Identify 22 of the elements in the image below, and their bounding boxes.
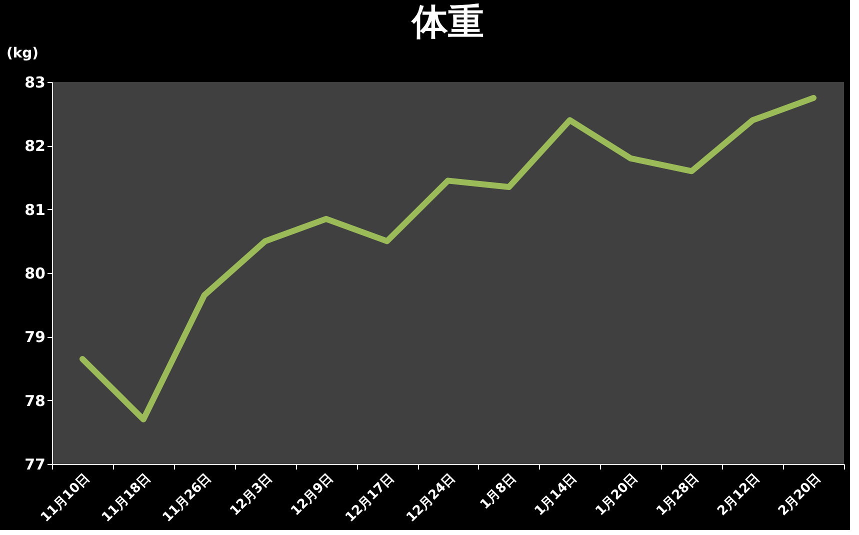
x-tick-label: 1月8日 [478, 470, 520, 513]
y-tick-label: 78 [24, 392, 46, 410]
x-tick-label: 12月24日 [404, 470, 458, 526]
y-tick-label: 81 [24, 200, 46, 219]
x-tick-label: 11月26日 [160, 470, 215, 526]
x-tick-label: 1月14日 [532, 470, 580, 519]
x-tick-label: 12月9日 [288, 470, 337, 519]
x-tick-label: 2月12日 [714, 470, 764, 519]
y-tick-label: 82 [24, 137, 46, 156]
y-tick-label: 79 [24, 328, 46, 346]
x-tick-label: 1月28日 [654, 470, 702, 519]
y-tick-label: 83 [24, 74, 46, 92]
x-tick-label: 12月17日 [342, 470, 398, 526]
y-tick-label: 77 [24, 456, 46, 474]
chart-title: 体重 [411, 2, 484, 43]
x-tick-label: 1月20日 [592, 470, 642, 519]
x-tick-label: 11月18日 [99, 470, 154, 526]
x-tick-label: 12月3日 [227, 470, 276, 519]
y-axis-title: (kg) [6, 46, 39, 62]
y-tick-label: 80 [24, 264, 46, 282]
x-tick-label: 2月20日 [776, 470, 824, 519]
x-tick-label: 11月10日 [38, 470, 93, 526]
